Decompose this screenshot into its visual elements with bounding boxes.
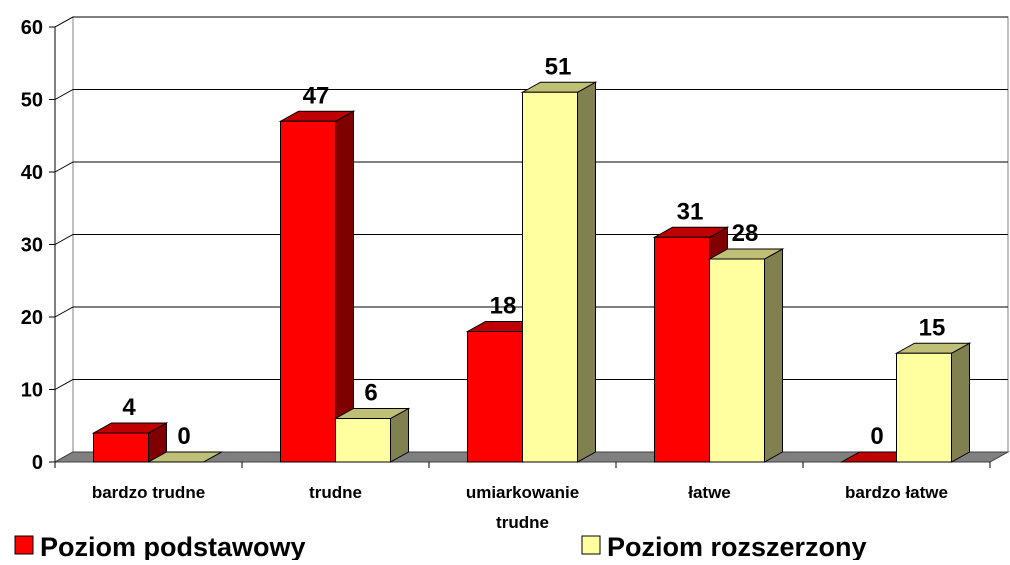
- bar: [467, 331, 523, 463]
- y-tick-label: 50: [21, 90, 43, 112]
- data-label: 4: [122, 394, 136, 421]
- legend-label: Poziom rozszerzony: [607, 532, 867, 560]
- bar-side: [577, 81, 596, 463]
- data-label: 6: [364, 380, 377, 407]
- legend-swatch: [581, 535, 601, 555]
- data-label: 0: [870, 423, 883, 450]
- grid-line: [54, 161, 1008, 173]
- data-label: 51: [545, 53, 572, 80]
- bar: [280, 120, 336, 463]
- data-label: 15: [919, 314, 946, 341]
- y-tick-label: 0: [32, 452, 43, 474]
- legend-swatch: [14, 535, 34, 555]
- data-label: 0: [177, 423, 190, 450]
- bar-top: [146, 451, 224, 463]
- legend-label: Poziom podstawowy: [40, 532, 306, 560]
- bar: [896, 352, 952, 463]
- x-tick-label: umiarkowanie trudne: [466, 483, 579, 532]
- x-tick-label: łatwe: [688, 483, 731, 502]
- x-tick-label: bardzo łatwe: [845, 483, 948, 502]
- bar: [93, 432, 149, 463]
- y-tick-label: 40: [21, 162, 43, 184]
- y-tick-label: 60: [21, 17, 43, 39]
- y-tick-label: 10: [21, 380, 43, 402]
- bar: [522, 91, 578, 463]
- bar: [654, 236, 710, 463]
- data-label: 31: [677, 198, 704, 225]
- bar-side: [951, 342, 970, 463]
- x-tick-label: bardzo trudne: [92, 483, 205, 502]
- y-tick-label: 30: [21, 235, 43, 257]
- data-label: 28: [732, 220, 759, 247]
- bar-side: [335, 110, 354, 463]
- y-tick-label: 20: [21, 307, 43, 329]
- data-label: 18: [490, 293, 517, 320]
- bar: [335, 418, 391, 463]
- grid-line: [54, 89, 1008, 100]
- grid-line: [54, 16, 1008, 28]
- data-label: 47: [303, 82, 330, 109]
- bar: [709, 258, 765, 463]
- x-tick-label: trudne: [309, 483, 362, 502]
- bar-side: [764, 248, 783, 463]
